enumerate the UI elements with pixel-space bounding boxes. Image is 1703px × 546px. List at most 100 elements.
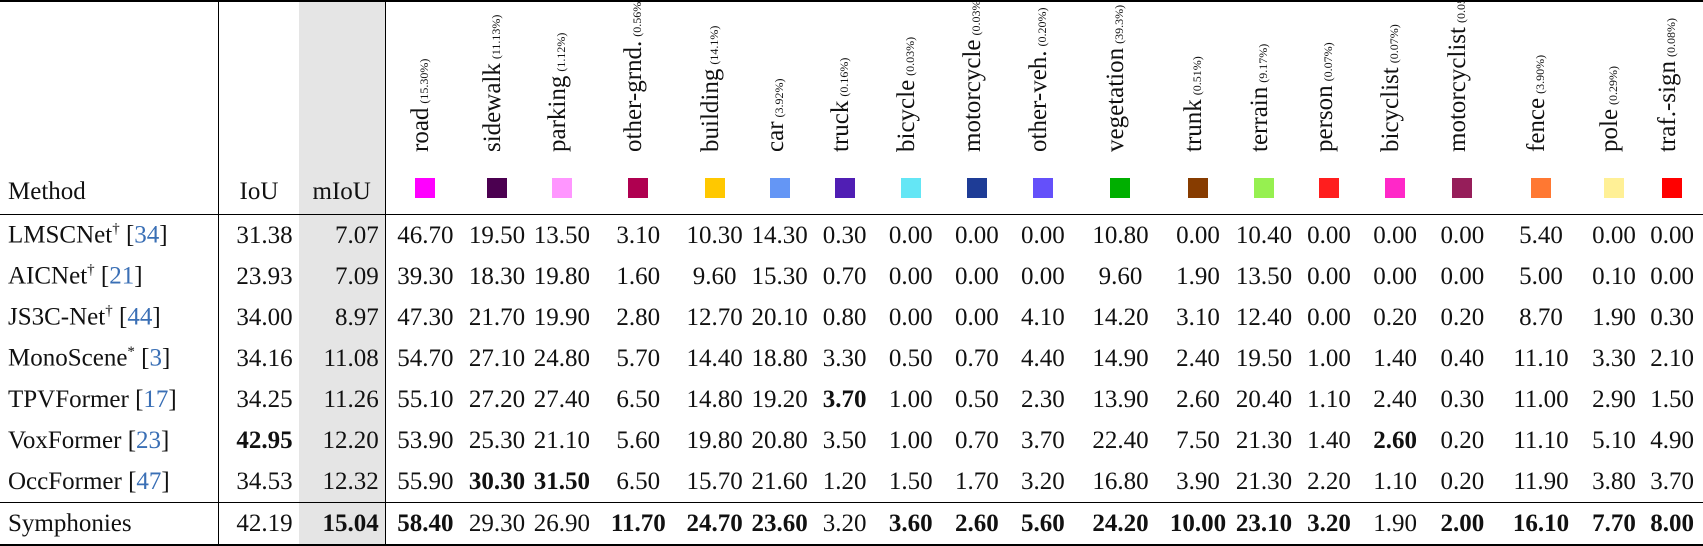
value-cell-other-grnd.: 3.10	[616, 221, 661, 249]
value-cell-road: 46.70	[397, 221, 454, 249]
class-label: traf.-sign (0.08%)	[1654, 18, 1682, 152]
method-name: AICNet	[8, 262, 88, 290]
value-cell-trunk: 0.00	[1176, 221, 1220, 249]
value-cell-fence: 11.00	[1513, 385, 1569, 413]
value-cell-motorcyclist: 2.00	[1440, 509, 1485, 537]
class-label: other-veh. (0.20%)	[1025, 7, 1053, 152]
value-cell-car: 18.80	[751, 344, 808, 372]
table-row: VoxFormer [23] 42.95 12.20 53.90 25.30 21.10 5…	[0, 420, 1703, 461]
value-cell-motorcyclist: 0.00	[1440, 262, 1485, 290]
header-row: Method IoU mIoU road (15.30%) sidewalk (11.…	[0, 0, 1703, 215]
method-name: LMSCNet	[8, 221, 113, 249]
class-name: sidewalk	[478, 63, 506, 152]
table-row: JS3C-Net† [44] 34.00 8.97 47.30 21.70 19.90 2.…	[0, 297, 1703, 338]
value-cell-other-veh.: 3.70	[1021, 426, 1065, 454]
value-cell-bicycle: 3.60	[888, 509, 933, 537]
method-cell: MonoScene* [3]	[0, 338, 220, 379]
class-frequency: (0.08%)	[1664, 18, 1679, 58]
value-cell-building: 19.80	[686, 426, 743, 454]
method-marker: †	[112, 221, 120, 238]
value-cell-sidewalk: 18.30	[468, 262, 526, 290]
citation-link[interactable]: 47	[136, 467, 162, 495]
value-cell-fence: 5.00	[1519, 262, 1563, 290]
value-cell-vegetation: 24.20	[1092, 509, 1149, 537]
value-cell-bicyclist: 2.40	[1373, 385, 1417, 413]
value-cell-bicycle: 0.50	[888, 344, 933, 372]
class-label: car (3.92%)	[762, 78, 790, 152]
class-header-car: car (3.92%)	[748, 1, 812, 215]
table-row: TPVFormer [17] 34.25 11.26 55.10 27.20 27.40 6…	[0, 379, 1703, 420]
value-cell-vegetation: 13.90	[1092, 385, 1149, 413]
value-cell-vegetation: 22.40	[1092, 426, 1149, 454]
value-cell-parking: 19.90	[533, 303, 591, 331]
value-cell-terrain: 21.30	[1235, 426, 1293, 454]
value-cell-traf.-sign: 0.30	[1650, 303, 1695, 331]
class-name: motorcycle	[958, 39, 986, 152]
class-label: parking (1.12%)	[544, 33, 572, 152]
citation-link[interactable]: 21	[109, 262, 135, 290]
value-cell-person: 1.00	[1307, 344, 1351, 372]
value-cell-terrain: 20.40	[1235, 385, 1293, 413]
value-cell-person: 1.10	[1307, 385, 1351, 413]
class-color-swatch	[1385, 178, 1406, 198]
class-frequency: (3.90%)	[1533, 54, 1548, 94]
value-cell-terrain: 10.40	[1235, 221, 1293, 249]
value-cell-bicyclist: 0.20	[1373, 303, 1417, 331]
value-cell-truck: 3.30	[822, 344, 867, 372]
value-cell-pole: 3.80	[1592, 467, 1636, 495]
class-name: fence	[1523, 97, 1551, 152]
method-name: Symphonies	[8, 509, 132, 537]
class-label: sidewalk (11.13%)	[479, 15, 507, 152]
value-cell-parking: 13.50	[533, 221, 591, 249]
value-cell-bicyclist: 1.90	[1373, 509, 1417, 537]
class-header-sidewalk: sidewalk (11.13%)	[465, 1, 529, 215]
value-cell-motorcyclist: 0.20	[1440, 467, 1485, 495]
value-cell-parking: 24.80	[533, 344, 591, 372]
value-cell-sidewalk: 27.20	[468, 385, 526, 413]
value-cell-road: 47.30	[397, 303, 454, 331]
class-frequency: (0.03%)	[902, 36, 917, 76]
value-cell-car: 20.10	[751, 303, 808, 331]
value-cell-pole: 5.10	[1592, 426, 1636, 454]
class-color-swatch	[1531, 178, 1552, 198]
class-name: terrain	[1246, 86, 1274, 152]
value-cell-traf.-sign: 0.00	[1650, 262, 1695, 290]
value-cell-other-veh.: 4.10	[1021, 303, 1065, 331]
class-color-swatch	[1662, 178, 1683, 198]
value-cell-trunk: 3.10	[1176, 303, 1220, 331]
value-cell-car: 19.20	[751, 385, 808, 413]
class-label: other-grnd. (0.56%)	[620, 0, 648, 152]
class-header-traf.-sign: traf.-sign (0.08%)	[1641, 1, 1703, 215]
value-cell-other-grnd.: 5.60	[616, 426, 661, 454]
class-label: building (14.1%)	[697, 26, 725, 152]
miou-cell: 12.32	[298, 461, 386, 503]
class-name: person	[1311, 85, 1339, 152]
value-cell-traf.-sign: 1.50	[1650, 385, 1695, 413]
class-header-bicycle: bicycle (0.03%)	[878, 1, 944, 215]
citation-link[interactable]: 23	[136, 426, 162, 454]
class-frequency: (1.12%)	[553, 32, 568, 72]
value-cell-fence: 11.10	[1513, 344, 1569, 372]
value-cell-other-grnd.: 6.50	[616, 385, 661, 413]
iou-cell: 23.93	[236, 262, 293, 290]
value-cell-trunk: 2.40	[1176, 344, 1220, 372]
citation-link[interactable]: 44	[127, 303, 153, 331]
class-frequency: (15.30%)	[417, 58, 432, 104]
value-cell-bicyclist: 2.60	[1373, 426, 1417, 454]
value-cell-truck: 0.70	[822, 262, 867, 290]
value-cell-bicycle: 1.00	[888, 426, 933, 454]
class-name: car	[761, 121, 789, 152]
value-cell-bicycle: 0.00	[888, 221, 933, 249]
class-label: bicycle (0.03%)	[893, 37, 921, 152]
value-cell-pole: 7.70	[1592, 509, 1636, 537]
citation-link[interactable]: 34	[134, 221, 160, 249]
class-label: fence (3.90%)	[1523, 55, 1551, 152]
value-cell-pole: 3.30	[1592, 344, 1636, 372]
citation-link[interactable]: 17	[143, 385, 169, 413]
value-cell-other-veh.: 0.00	[1021, 262, 1065, 290]
value-cell-bicycle: 0.00	[888, 262, 933, 290]
miou-cell: 11.26	[298, 379, 386, 420]
citation-link[interactable]: 3	[149, 344, 163, 372]
value-cell-sidewalk: 19.50	[468, 221, 526, 249]
iou-cell: 31.38	[236, 221, 293, 249]
